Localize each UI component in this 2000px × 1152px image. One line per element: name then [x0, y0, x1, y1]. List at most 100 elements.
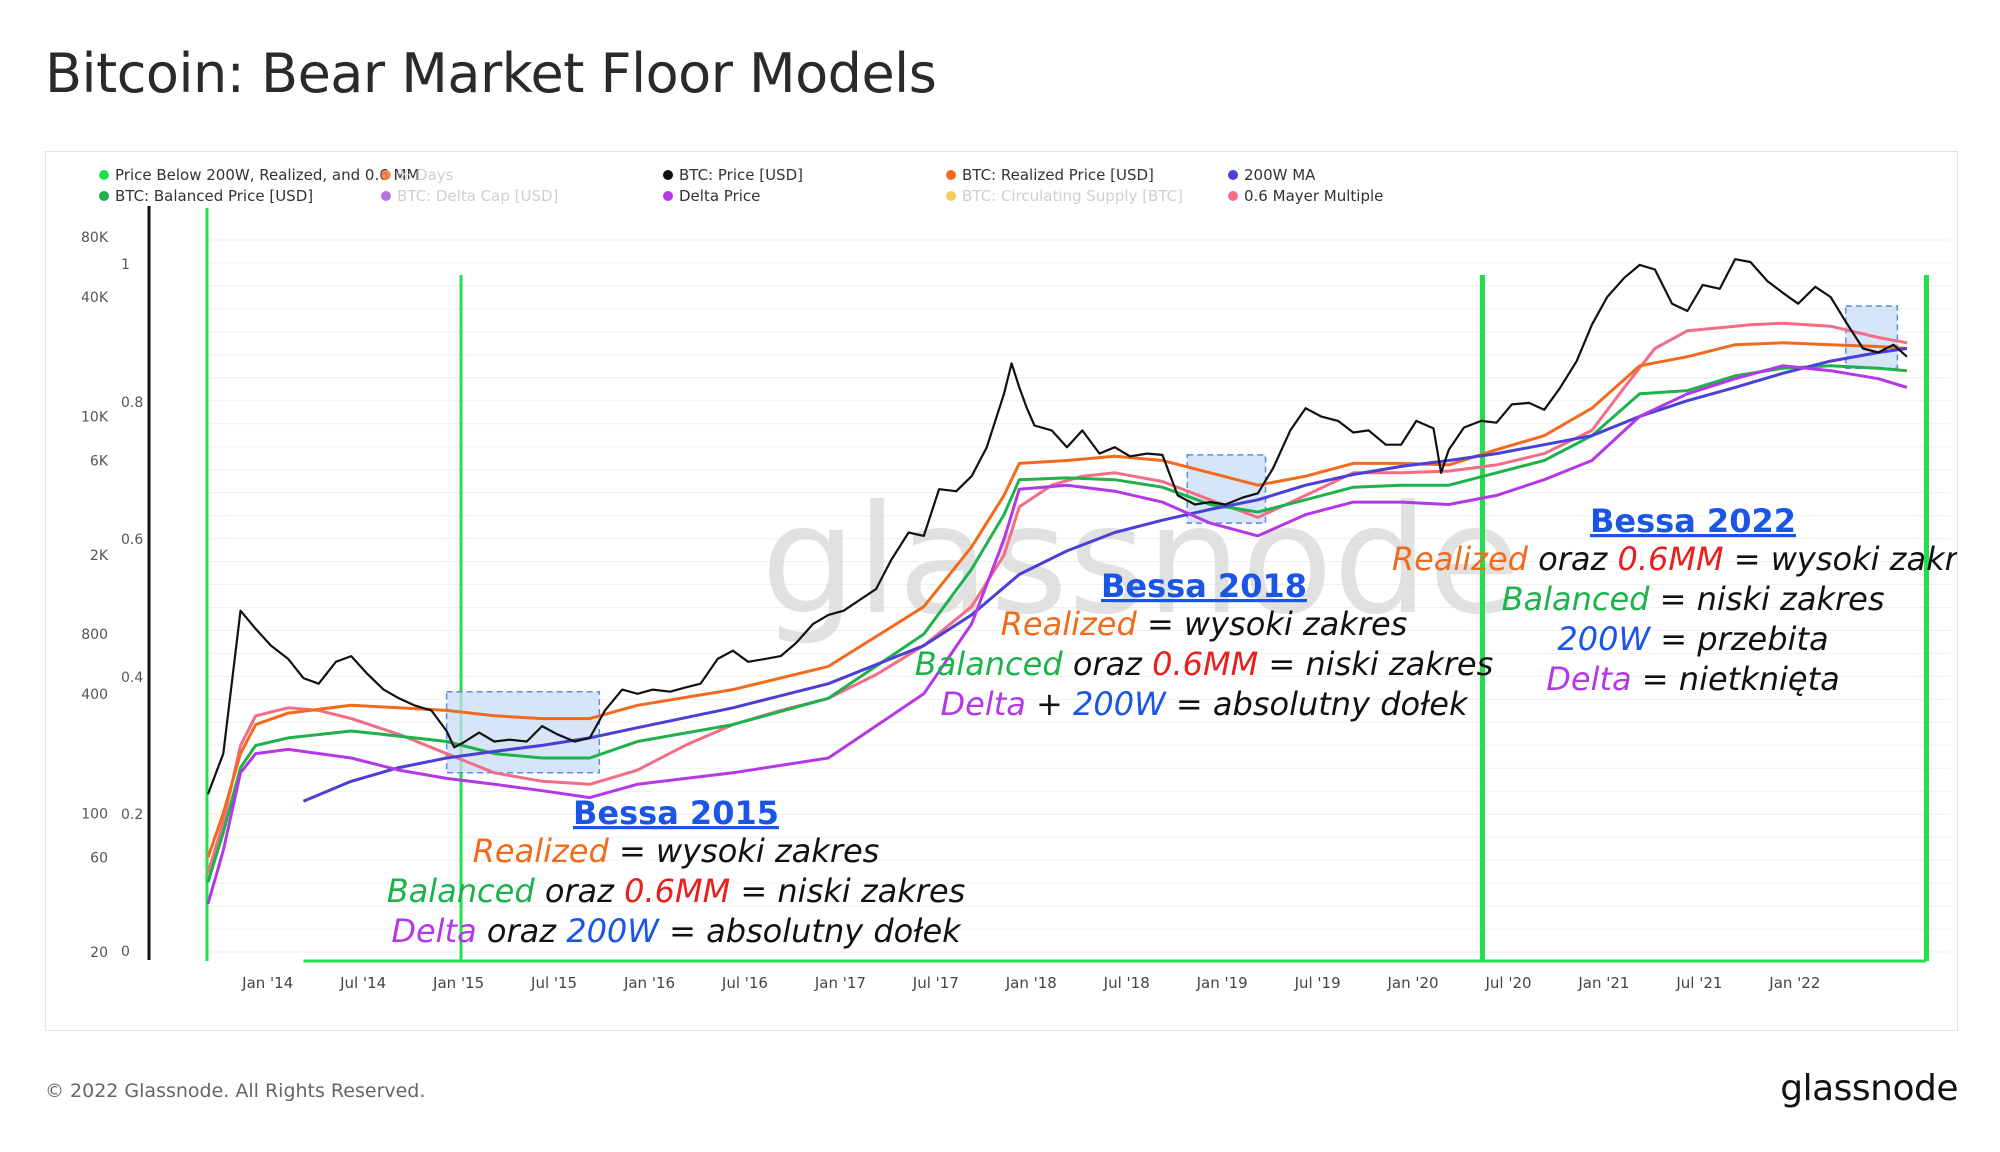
annotation-title: Bessa 2018	[1101, 567, 1307, 605]
annotation-segment: 200W	[1557, 620, 1651, 658]
annotation-line: 200W = przebita	[1557, 620, 1828, 658]
legend-item-label: Delta Price	[679, 187, 760, 205]
left-tick-label: 400	[81, 687, 108, 703]
copyright-text: © 2022 Glassnode. All Rights Reserved.	[45, 1080, 426, 1102]
legend-marker[interactable]	[381, 170, 391, 180]
annotation-segment: Balanced	[1502, 580, 1651, 618]
left-tick-label: 10K	[81, 409, 109, 425]
annotation-line: Realized oraz 0.6MM = wysoki zakres	[1392, 540, 1957, 578]
annotation-segment: = absolutny dołek	[1166, 685, 1469, 723]
annotation-segment: = wysoki zakres	[1724, 540, 1957, 578]
annotation-segment: Realized	[1392, 540, 1529, 578]
legend-marker[interactable]	[99, 191, 109, 201]
annotation-segment: 200W	[1073, 685, 1167, 723]
annotation-segment: Balanced	[915, 645, 1064, 683]
x-tick-label: Jan '22	[1768, 974, 1820, 992]
annotation-line: Delta oraz 200W = absolutny dołek	[391, 912, 962, 950]
annotation-title: Bessa 2022	[1590, 502, 1796, 540]
annotation-line: Balanced oraz 0.6MM = niski zakres	[915, 645, 1494, 683]
x-tick-label: Jan '16	[623, 974, 675, 992]
legend-marker[interactable]	[663, 170, 673, 180]
series-line-delta-price	[206, 364, 1908, 905]
annotation-segment: Realized	[473, 832, 610, 870]
left-tick-label: 6K	[90, 453, 109, 469]
legend-marker[interactable]	[1228, 191, 1238, 201]
series-line-btc-balanced-price-usd	[206, 364, 1908, 883]
annotation-segment: Delta	[391, 912, 476, 950]
legend-marker[interactable]	[99, 170, 109, 180]
right-tick-label: 0	[121, 944, 130, 960]
x-tick-label: Jul '20	[1484, 974, 1531, 992]
x-tick-label: Jan '14	[241, 974, 293, 992]
annotation-segment: = absolutny dołek	[659, 912, 962, 950]
series-line-200w-ma	[302, 347, 1908, 803]
annotation-segment: = wysoki zakres	[1137, 605, 1408, 643]
annotation-line: Balanced oraz 0.6MM = niski zakres	[387, 872, 966, 910]
x-tick-label: Jan '21	[1577, 974, 1629, 992]
legend-marker[interactable]	[1228, 170, 1238, 180]
annotation-segment: 0.6MM	[1617, 540, 1723, 578]
x-tick-label: Jul '14	[339, 974, 386, 992]
left-tick-label: 100	[81, 806, 108, 822]
legend-item-label: Price Below 200W, Realized, and 0.6 MM	[115, 166, 419, 184]
annotation-segment: oraz	[535, 872, 624, 910]
legend-item-label: % Days	[397, 166, 454, 184]
annotation-segment: 200W	[566, 912, 660, 950]
annotation-segment: 0.6MM	[1152, 645, 1258, 683]
legend-item-label: 200W MA	[1244, 166, 1316, 184]
annotation-segment: oraz	[1063, 645, 1152, 683]
series-line-btc-realized-price-usd	[206, 341, 1908, 858]
legend-marker[interactable]	[381, 191, 391, 201]
annotation-segment: Realized	[1001, 605, 1138, 643]
annotation-segment: = niski zakres	[730, 872, 965, 910]
annotation-segment: = niski zakres	[1649, 580, 1884, 618]
left-tick-label: 20	[90, 945, 108, 961]
bear-2015-zone	[445, 690, 601, 774]
right-tick-label: 0.2	[121, 807, 143, 823]
annotation-segment: Delta	[941, 685, 1026, 723]
annotation-segment: = niski zakres	[1258, 645, 1493, 683]
annotation-segment: Delta	[1546, 660, 1631, 698]
signal-bar	[1924, 275, 1929, 961]
x-tick-label: Jan '15	[432, 974, 484, 992]
annotation-segment: Balanced	[387, 872, 536, 910]
annotation-line: Realized = wysoki zakres	[473, 832, 880, 870]
left-tick-label: 2K	[90, 548, 109, 564]
annotation-segment: oraz	[1528, 540, 1617, 578]
left-tick-label: 60	[90, 850, 108, 866]
x-tick-label: Jul '18	[1103, 974, 1150, 992]
legend-item-label: BTC: Delta Cap [USD]	[397, 187, 558, 205]
legend-marker[interactable]	[663, 191, 673, 201]
glassnode-logo: glassnode	[1780, 1068, 1958, 1109]
x-tick-label: Jan '20	[1387, 974, 1439, 992]
x-tick-label: Jul '17	[912, 974, 959, 992]
series-line-btc-price-usd	[206, 258, 1908, 795]
legend-item-label: BTC: Balanced Price [USD]	[115, 187, 313, 205]
annotation-line: Balanced = niski zakres	[1502, 580, 1885, 618]
left-tick-label: 40K	[81, 290, 109, 306]
legend-marker[interactable]	[946, 170, 956, 180]
annotation-segment: = wysoki zakres	[609, 832, 880, 870]
chart-frame: glassnode 80K 40K 10K 6K 2K 800 400 100 60 20 1 0.8 0…	[45, 151, 1958, 1031]
x-tick-label: Jan '18	[1005, 974, 1057, 992]
annotation-segment: oraz	[477, 912, 566, 950]
right-tick-label: 0.4	[121, 670, 143, 686]
legend-item-label: 0.6 Mayer Multiple	[1244, 187, 1383, 205]
x-tick-label: Jul '21	[1675, 974, 1722, 992]
legend-item-label: BTC: Realized Price [USD]	[962, 166, 1154, 184]
annotation-line: Delta + 200W = absolutny dołek	[941, 685, 1469, 723]
annotation-line: Realized = wysoki zakres	[1001, 605, 1408, 643]
x-tick-label: Jul '19	[1294, 974, 1341, 992]
right-tick-label: 0.8	[121, 395, 143, 411]
legend-marker[interactable]	[946, 191, 956, 201]
page-title: Bitcoin: Bear Market Floor Models	[45, 42, 937, 105]
x-tick-label: Jan '17	[814, 974, 866, 992]
left-tick-label: 80K	[81, 230, 109, 246]
legend-item-label: BTC: Price [USD]	[679, 166, 803, 184]
x-tick-label: Jan '19	[1196, 974, 1248, 992]
annotation-title: Bessa 2015	[573, 794, 779, 832]
signal-bar	[1480, 275, 1485, 961]
legend-item-label: BTC: Circulating Supply [BTC]	[962, 187, 1183, 205]
bear-market-floor-chart: glassnode80K40K10K6K2K800400100602010.80…	[81, 166, 1957, 992]
annotation-line: Delta = nietknięta	[1546, 660, 1839, 698]
